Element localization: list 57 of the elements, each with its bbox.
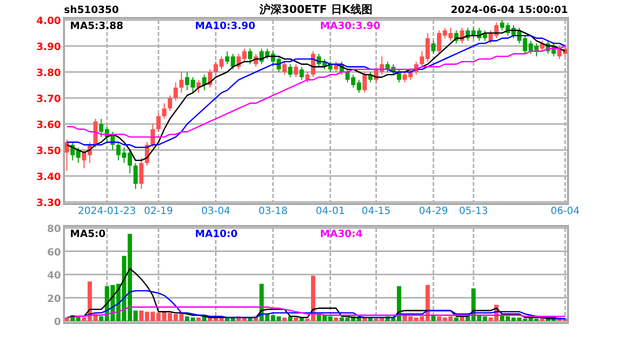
candlestick bbox=[150, 124, 155, 148]
x-tick-label: 04-01 bbox=[316, 206, 345, 217]
bar bbox=[282, 318, 287, 321]
x-tick-label: 04-29 bbox=[418, 206, 448, 217]
bar bbox=[334, 318, 338, 321]
candlestick bbox=[162, 102, 166, 120]
text: sh510350 bbox=[64, 5, 119, 16]
line-series bbox=[66, 306, 566, 318]
bar bbox=[288, 316, 292, 321]
y-tick-label: 3.80 bbox=[36, 68, 62, 79]
text: 2024-06-04 15:00:01 bbox=[450, 5, 568, 16]
text: MA10:0 bbox=[195, 229, 238, 240]
candlestick bbox=[174, 82, 178, 102]
x-tick-label: 05-13 bbox=[458, 206, 488, 217]
x-tick-label: 2024-01-23 bbox=[78, 206, 136, 217]
candlestick bbox=[288, 64, 292, 78]
candlestick bbox=[362, 72, 367, 94]
bar bbox=[454, 318, 458, 321]
y-tick-label: 3.70 bbox=[36, 94, 62, 105]
x-tick-label: 03-04 bbox=[201, 206, 230, 217]
y-tick-label: 60 bbox=[47, 247, 62, 258]
y-tick-label: 40 bbox=[47, 270, 62, 282]
y-tick-label: 20 bbox=[47, 294, 62, 305]
candlestick bbox=[202, 74, 206, 91]
y-tick-label: 3.40 bbox=[36, 172, 62, 183]
text: MA30:4 bbox=[320, 229, 363, 240]
candlestick bbox=[300, 66, 304, 80]
y-tick-label: 3.60 bbox=[36, 120, 62, 131]
x-tick-label: 06-04 bbox=[550, 206, 580, 217]
y-tick-label: 3.30 bbox=[36, 198, 62, 209]
candlestick bbox=[431, 40, 436, 54]
text: MA30:3.90 bbox=[320, 21, 380, 32]
candlestick bbox=[282, 61, 287, 76]
candlestick bbox=[179, 72, 184, 94]
bar bbox=[202, 316, 206, 321]
text: MA5:0 bbox=[70, 229, 106, 240]
bar bbox=[64, 318, 70, 321]
text: MA10:3.90 bbox=[195, 21, 256, 32]
candlestick bbox=[248, 48, 252, 65]
candlestick bbox=[64, 139, 70, 172]
x-tick-label: 02-19 bbox=[144, 206, 174, 217]
x-tick-label: 03-18 bbox=[258, 206, 288, 217]
candlestick bbox=[133, 162, 138, 190]
y-tick-label: 0 bbox=[54, 317, 62, 328]
bar bbox=[196, 318, 201, 321]
candlestick bbox=[156, 113, 161, 132]
candlestick bbox=[168, 94, 172, 112]
y-tick-label: 80 bbox=[47, 224, 62, 235]
candlestick bbox=[139, 157, 144, 190]
y-tick-label: 3.50 bbox=[36, 146, 62, 157]
candlestick bbox=[294, 64, 298, 78]
y-tick-label: 4.00 bbox=[36, 16, 62, 27]
text: MA5:3.88 bbox=[70, 21, 124, 32]
chart-title: 沪深300ETF 日K线图 bbox=[258, 3, 372, 16]
bar bbox=[294, 318, 298, 321]
x-tick-label: 04-15 bbox=[362, 206, 391, 217]
y-tick-label: 3.90 bbox=[36, 42, 62, 53]
